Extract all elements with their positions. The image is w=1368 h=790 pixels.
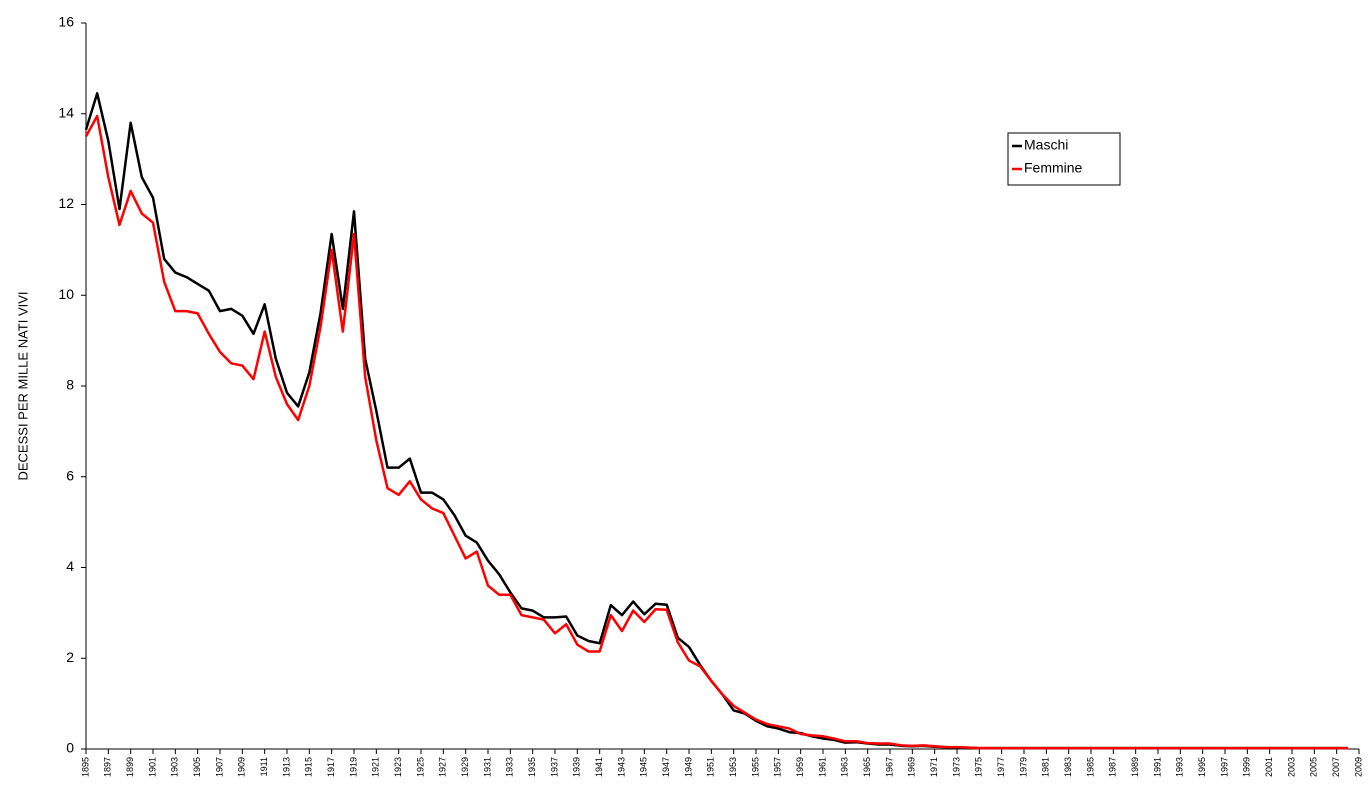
x-tick-label: 1993 — [1175, 757, 1185, 777]
x-tick-label: 1911 — [259, 757, 269, 776]
x-tick-label: 1971 — [929, 757, 939, 777]
x-tick-label: 1901 — [147, 757, 157, 777]
x-tick-label: 1965 — [862, 757, 872, 777]
x-tick-label: 1915 — [304, 757, 314, 777]
x-tick-label: 1963 — [840, 757, 850, 777]
x-tick-label: 1961 — [817, 757, 827, 777]
x-tick-label: 1987 — [1108, 757, 1118, 777]
x-tick-label: 1941 — [594, 757, 604, 777]
x-tick-label: 1951 — [706, 757, 716, 777]
x-tick-label: 1909 — [237, 757, 247, 777]
y-tick-label: 8 — [66, 377, 74, 393]
x-tick-label: 1979 — [1018, 757, 1028, 777]
x-tick-label: 1907 — [214, 757, 224, 777]
x-tick-label: 1949 — [683, 757, 693, 777]
y-tick-label: 6 — [66, 467, 74, 483]
x-tick-label: 1895 — [80, 757, 90, 777]
legend-box — [1007, 132, 1121, 186]
x-tick-label: 1925 — [415, 757, 425, 777]
x-tick-label: 1943 — [616, 757, 626, 777]
x-tick-label: 1899 — [125, 757, 135, 777]
x-tick-label: 1933 — [505, 757, 515, 777]
x-tick-label: 1903 — [170, 757, 180, 777]
x-tick-label: 1967 — [884, 757, 894, 777]
x-tick-label: 1939 — [572, 757, 582, 777]
x-tick-label: 1929 — [460, 757, 470, 777]
y-axis-label: DECESSI PER MILLE NATI VIVI — [15, 291, 30, 480]
y-tick-label: 0 — [66, 740, 74, 756]
y-tick-label: 12 — [58, 195, 74, 211]
y-tick-label: 14 — [58, 104, 74, 120]
x-tick-label: 1995 — [1197, 757, 1207, 777]
x-tick-label: 1977 — [996, 757, 1006, 777]
x-tick-label: 1975 — [974, 757, 984, 777]
y-tick-label: 16 — [58, 14, 74, 30]
x-tick-label: 1969 — [907, 757, 917, 777]
x-tick-label: 1999 — [1242, 757, 1252, 777]
y-tick-label: 2 — [66, 649, 74, 665]
x-tick-label: 1953 — [728, 757, 738, 777]
x-tick-label: 1989 — [1130, 757, 1140, 777]
x-tick-label: 2007 — [1331, 757, 1341, 777]
x-tick-label: 2003 — [1286, 757, 1296, 777]
x-tick-label: 1985 — [1085, 757, 1095, 777]
x-tick-label: 2001 — [1264, 757, 1274, 777]
x-tick-label: 1945 — [639, 757, 649, 777]
x-tick-label: 1981 — [1041, 757, 1051, 777]
x-tick-label: 1921 — [371, 757, 381, 777]
x-tick-label: 1947 — [661, 757, 671, 777]
x-tick-label: 1917 — [326, 757, 336, 777]
x-tick-label: 1931 — [482, 757, 492, 777]
x-tick-label: 1927 — [438, 757, 448, 777]
x-tick-label: 1991 — [1152, 757, 1162, 777]
y-tick-label: 4 — [66, 558, 74, 574]
x-tick-label: 1997 — [1219, 757, 1229, 777]
x-tick-label: 1959 — [795, 757, 805, 777]
legend-label: Maschi — [1024, 137, 1068, 153]
x-tick-label: 1913 — [281, 757, 291, 777]
x-tick-label: 1937 — [549, 757, 559, 777]
x-tick-label: 1919 — [348, 757, 358, 777]
legend-label: Femmine — [1024, 160, 1083, 176]
x-tick-label: 1973 — [951, 757, 961, 777]
x-tick-label: 1935 — [527, 757, 537, 777]
x-tick-label: 2005 — [1309, 757, 1319, 777]
y-tick-label: 10 — [58, 286, 74, 302]
x-tick-label: 1955 — [750, 757, 760, 777]
x-tick-label: 2009 — [1353, 757, 1363, 777]
x-tick-label: 1983 — [1063, 757, 1073, 777]
x-tick-label: 1905 — [192, 757, 202, 777]
x-tick-label: 1897 — [103, 757, 113, 777]
x-tick-label: 1957 — [773, 757, 783, 777]
x-tick-label: 1923 — [393, 757, 403, 777]
series-line — [84, 114, 1348, 750]
series-line — [84, 92, 1348, 750]
